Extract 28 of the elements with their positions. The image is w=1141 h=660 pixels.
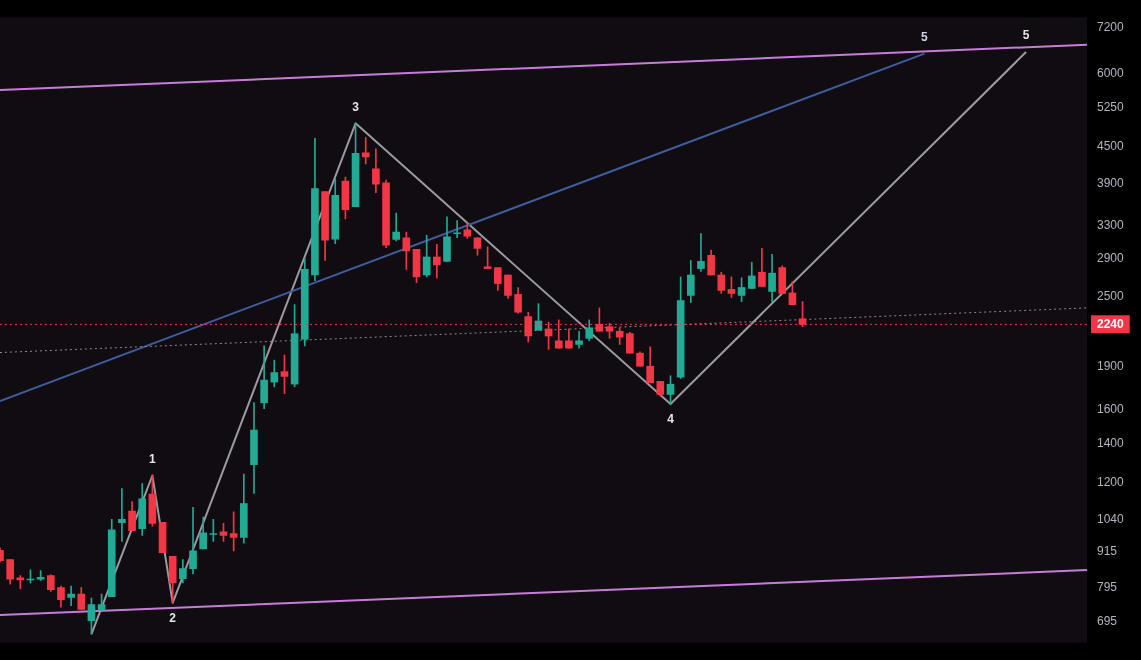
- y-tick-label: 915: [1097, 544, 1118, 559]
- candlestick: [118, 488, 126, 542]
- candlestick: [433, 243, 441, 279]
- annotation: 5: [1022, 28, 1030, 43]
- y-tick-label: 3900: [1097, 175, 1125, 190]
- candlestick: [361, 137, 370, 165]
- annotation: 5: [921, 29, 929, 44]
- candlestick: [67, 585, 75, 606]
- y-tick-label: 795: [1097, 579, 1118, 594]
- y-tick-label: 2500: [1097, 288, 1125, 303]
- y-tick-label: 695: [1097, 614, 1118, 629]
- y-tick-label: 3300: [1097, 218, 1125, 233]
- y-tick-label: 5250: [1097, 100, 1125, 115]
- y-tick-label: 2900: [1097, 251, 1125, 266]
- y-tick-label: 1200: [1097, 475, 1125, 490]
- annotation: 1: [149, 451, 157, 466]
- ref-line-label: 2240: [1097, 316, 1125, 331]
- y-tick-label: 7200: [1097, 19, 1125, 34]
- annotation: 4: [667, 412, 675, 427]
- y-tick-label: 1600: [1097, 402, 1125, 417]
- annotation: 3: [352, 99, 360, 114]
- y-tick-label: 1400: [1097, 436, 1125, 451]
- y-tick-label: 4500: [1097, 139, 1125, 154]
- candlestick: [697, 233, 705, 272]
- annotation: 2: [169, 611, 177, 626]
- y-tick-label: 1900: [1097, 358, 1125, 373]
- y-tick-label: 6000: [1097, 66, 1125, 81]
- y-tick-label: 1040: [1097, 511, 1125, 526]
